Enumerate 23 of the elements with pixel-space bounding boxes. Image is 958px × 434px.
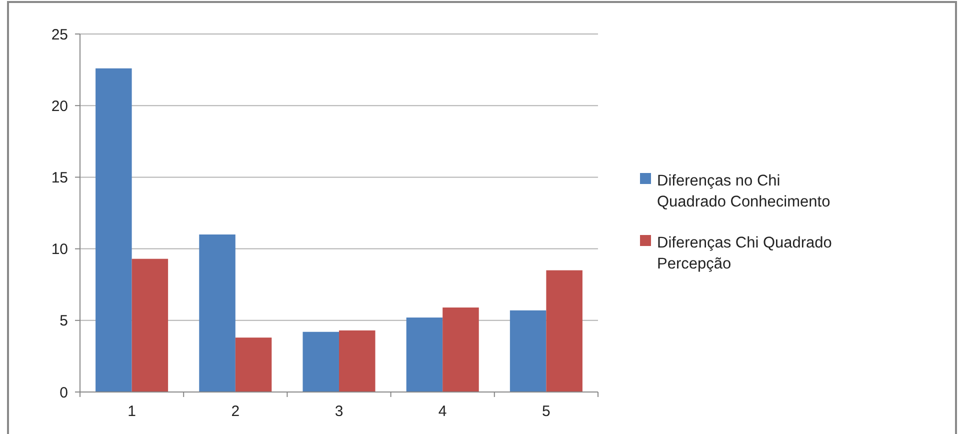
x-tick-label: 5: [542, 403, 550, 420]
bar: [406, 318, 443, 392]
y-tick-label: 15: [51, 169, 68, 186]
x-tick-label: 3: [334, 403, 344, 420]
y-tick-label: 25: [51, 26, 68, 44]
bar: [235, 338, 272, 392]
bar: [546, 270, 582, 392]
bar: [132, 258, 168, 392]
y-tick-label: 5: [60, 312, 68, 330]
x-tick-label: 2: [231, 403, 240, 420]
x-tick-label: 1: [128, 403, 136, 420]
bar: [510, 310, 546, 392]
y-tick-label: 10: [51, 241, 68, 258]
bar: [96, 68, 132, 392]
bar: [302, 332, 339, 392]
legend-label: Diferenças Chi Quadrado Percepção: [657, 234, 832, 272]
y-tick-label: 20: [51, 98, 68, 115]
legend-label: Diferenças no Chi Quadrado Conhecimento: [657, 172, 830, 210]
bar: [199, 234, 236, 392]
bar: [442, 308, 479, 392]
x-tick-label: 4: [438, 403, 447, 420]
y-tick-label: 0: [60, 384, 68, 402]
bar: [339, 330, 376, 392]
